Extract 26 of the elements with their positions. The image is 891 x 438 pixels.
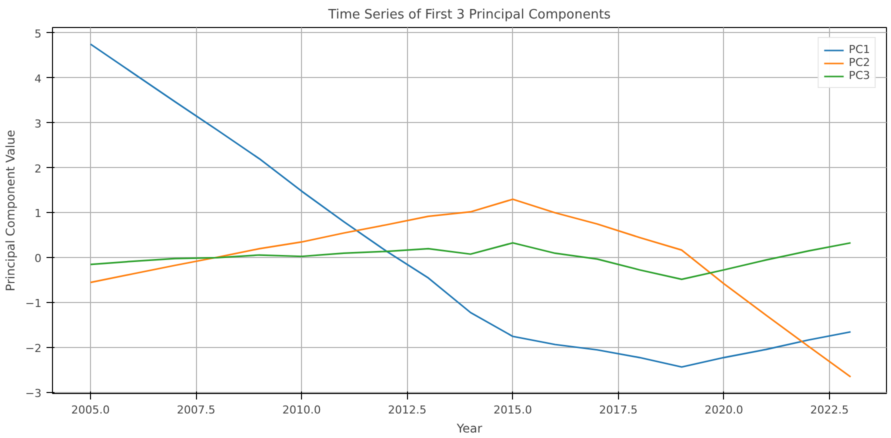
y-tick-label: 2 <box>34 162 42 176</box>
y-tick-label: 0 <box>34 252 42 266</box>
y-tick-label: −1 <box>25 297 42 310</box>
legend-label: PC2 <box>848 56 870 69</box>
x-tick-label: 2020.0 <box>704 404 744 416</box>
legend-label: PC1 <box>848 43 870 56</box>
y-tick-label: 5 <box>34 27 42 40</box>
x-tick-label: 2015.0 <box>494 404 532 416</box>
y-axis-title: Principal Component Value <box>3 130 18 292</box>
line-series <box>90 43 852 368</box>
y-tick-label: −2 <box>25 342 42 356</box>
x-tick-label: 2012.5 <box>388 404 426 416</box>
y-tick-label: −3 <box>25 387 42 400</box>
x-tick-label: 2005.0 <box>71 404 110 416</box>
line-series <box>90 242 852 280</box>
x-tick-label: 2007.5 <box>176 404 216 416</box>
x-tick-label: 2010.0 <box>282 404 321 416</box>
chart-title: Time Series of First 3 Principal Components <box>327 8 611 22</box>
line-series <box>90 198 852 378</box>
legend-label: PC3 <box>848 69 870 82</box>
x-tick-label: 2022.5 <box>810 404 849 416</box>
y-tick-label: 4 <box>34 72 42 86</box>
x-tick-label: 2017.5 <box>599 404 638 416</box>
y-tick-label: 1 <box>34 207 42 220</box>
y-tick-label: 3 <box>34 117 42 130</box>
x-axis-title: Year <box>456 422 482 436</box>
